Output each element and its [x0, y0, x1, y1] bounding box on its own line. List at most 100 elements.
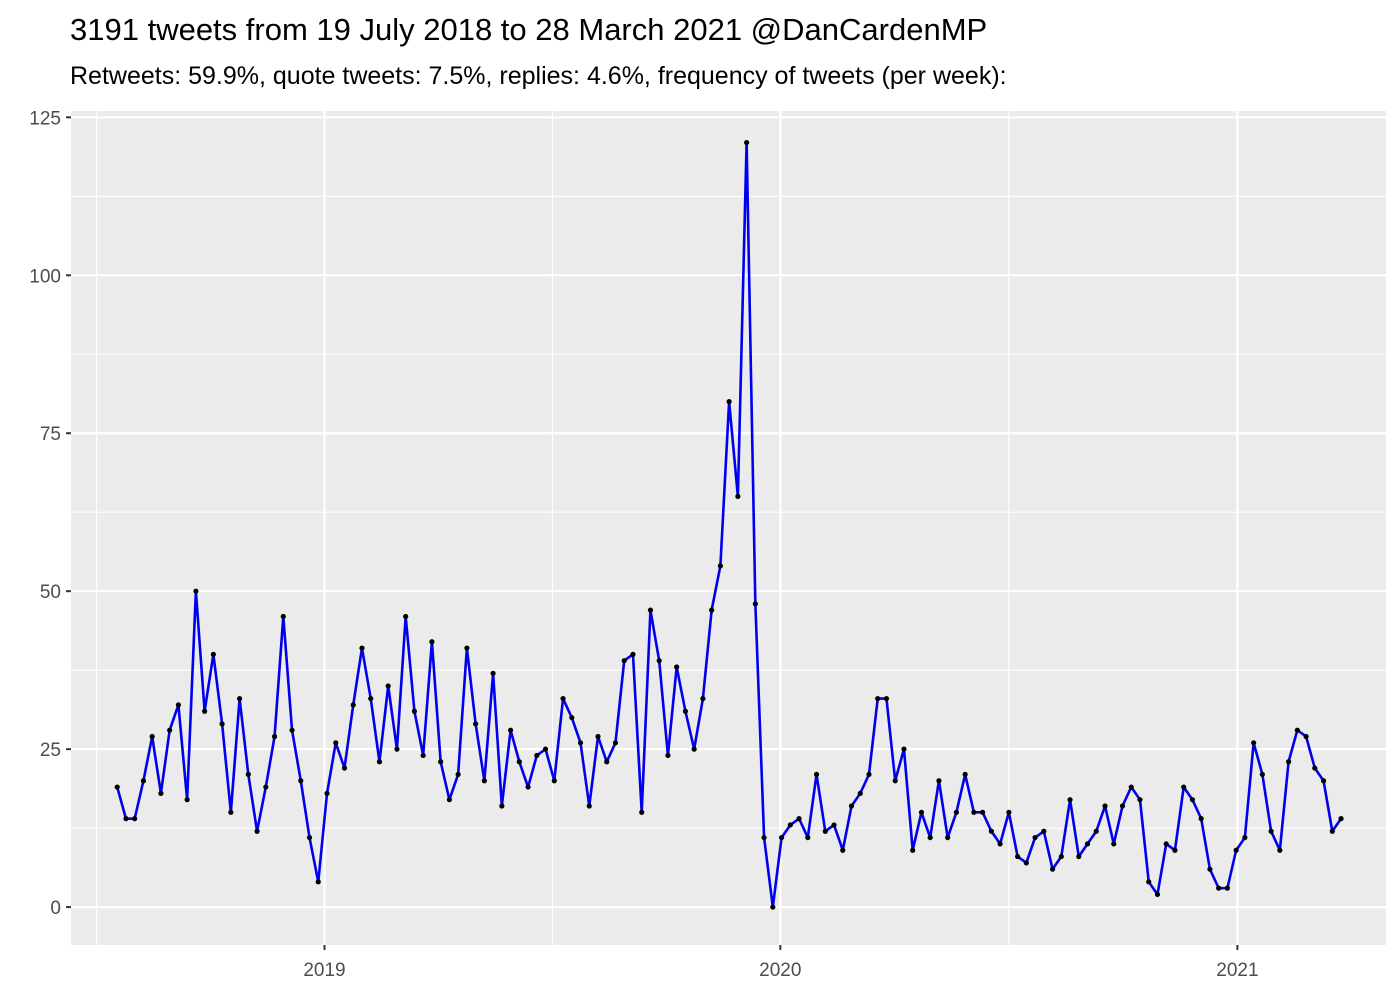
data-point	[1163, 841, 1169, 847]
data-point	[639, 809, 645, 815]
data-point	[228, 809, 234, 815]
y-tick-label: 0	[50, 898, 61, 919]
data-point	[507, 727, 514, 733]
data-point	[1032, 834, 1038, 841]
data-point	[271, 733, 278, 740]
data-point	[927, 834, 933, 841]
data-point	[1076, 853, 1082, 860]
data-point	[604, 759, 610, 765]
data-point	[1338, 816, 1344, 822]
data-point	[1146, 879, 1152, 885]
data-point	[464, 645, 470, 651]
data-point	[175, 702, 181, 708]
data-point	[569, 714, 575, 721]
data-point	[883, 695, 890, 702]
data-point	[1049, 866, 1056, 872]
data-point	[586, 803, 592, 809]
data-point	[551, 778, 557, 784]
data-point	[411, 708, 418, 714]
chart-subtitle: Retweets: 59.9%, quote tweets: 7.5%, rep…	[70, 62, 1007, 90]
data-point	[298, 778, 304, 784]
data-point	[805, 834, 811, 841]
data-point	[656, 658, 662, 664]
data-point	[848, 803, 855, 809]
data-point	[726, 399, 732, 405]
data-point	[289, 727, 295, 733]
data-point	[306, 834, 313, 841]
data-point	[210, 651, 216, 657]
data-point	[1224, 885, 1230, 891]
data-point	[621, 658, 627, 664]
data-point	[735, 493, 741, 500]
data-point	[385, 683, 391, 689]
data-point	[1181, 784, 1187, 790]
data-point	[499, 803, 505, 809]
data-point	[1207, 866, 1213, 872]
data-point	[910, 847, 916, 853]
data-point	[438, 759, 444, 765]
data-point	[709, 607, 715, 613]
data-point	[936, 778, 942, 784]
data-point	[1233, 847, 1239, 853]
data-point	[254, 828, 260, 834]
data-point	[333, 740, 339, 746]
data-point	[612, 740, 619, 746]
plot-panel	[71, 111, 1386, 945]
data-point	[394, 746, 400, 752]
x-axis: 2019 2020 2021	[303, 945, 1259, 981]
data-point	[132, 816, 138, 822]
data-point	[1312, 765, 1318, 771]
data-point	[971, 809, 977, 815]
data-point	[245, 771, 251, 778]
data-point	[1067, 797, 1073, 803]
data-point	[1242, 834, 1248, 841]
data-point	[892, 778, 898, 784]
data-point	[123, 816, 129, 822]
data-point	[980, 809, 986, 815]
x-tick-label: 2019	[303, 960, 345, 981]
data-point	[1084, 841, 1091, 847]
data-point	[770, 904, 776, 910]
data-point	[429, 639, 435, 645]
data-point	[1259, 771, 1265, 778]
data-point	[778, 834, 785, 841]
data-point	[315, 879, 321, 885]
data-point	[525, 784, 531, 790]
data-point	[901, 746, 907, 752]
data-point	[1137, 797, 1143, 803]
data-point	[875, 695, 881, 702]
data-point	[1303, 733, 1309, 740]
data-point	[1285, 759, 1292, 765]
data-point	[490, 670, 496, 676]
data-point	[1251, 740, 1257, 746]
data-point	[446, 797, 452, 803]
y-tick-label: 100	[29, 266, 61, 287]
data-point	[184, 797, 190, 803]
data-point	[630, 651, 636, 657]
data-point	[1102, 803, 1108, 809]
data-point	[1006, 809, 1012, 815]
data-point	[744, 139, 750, 146]
data-point	[717, 563, 723, 569]
data-point	[481, 778, 487, 784]
data-point	[796, 816, 802, 822]
data-point	[341, 765, 348, 771]
data-point	[1329, 828, 1335, 834]
x-tick-label: 2020	[759, 960, 801, 981]
data-point	[167, 727, 173, 733]
y-tick-label: 125	[29, 108, 61, 129]
data-point	[1023, 860, 1029, 866]
data-point	[420, 752, 426, 759]
data-point	[1320, 778, 1327, 784]
data-point	[822, 828, 828, 834]
data-point	[455, 771, 461, 778]
data-point	[813, 771, 820, 778]
data-point	[202, 708, 208, 714]
y-tick-label: 50	[40, 582, 61, 603]
data-point	[280, 613, 286, 620]
data-point	[962, 771, 968, 778]
data-point	[665, 752, 671, 759]
data-point	[595, 733, 601, 740]
data-point	[1154, 891, 1161, 898]
